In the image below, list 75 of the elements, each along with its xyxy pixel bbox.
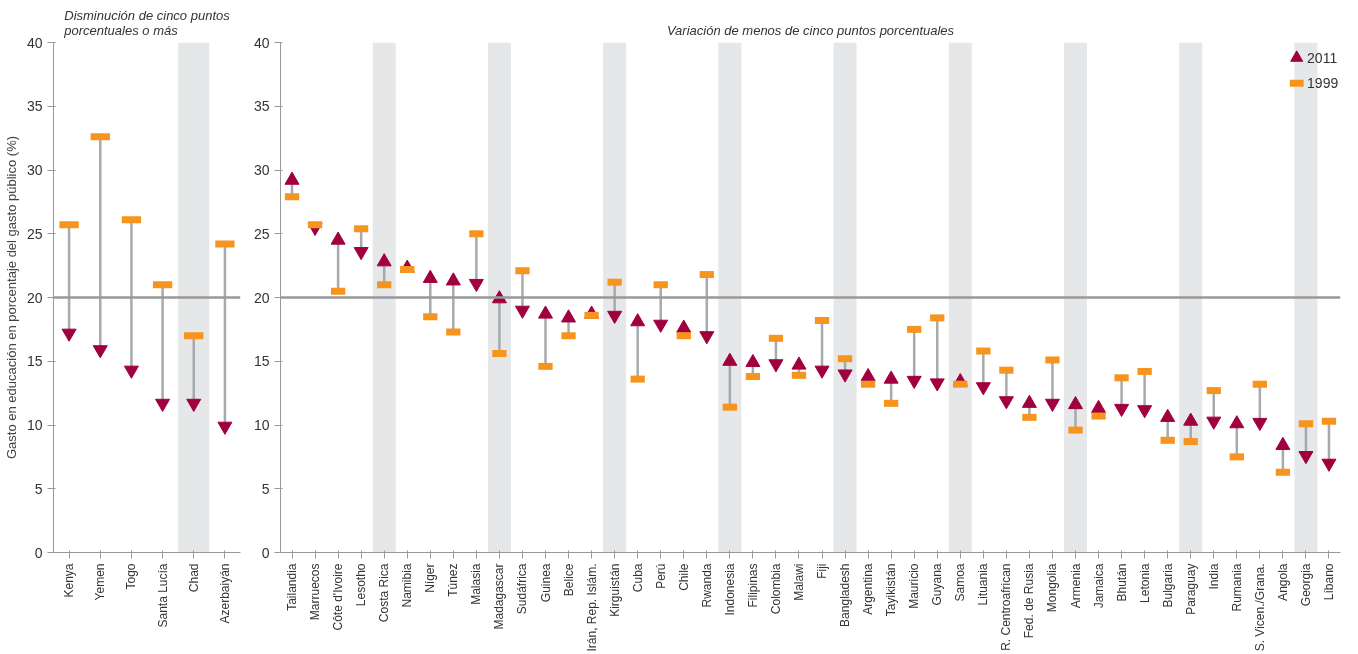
y-tick-label: 15 <box>253 353 270 370</box>
y-tick-label: 30 <box>26 162 43 178</box>
x-tick-label: Paraguay <box>1183 563 1198 615</box>
legend-label: 2011 <box>1307 49 1338 66</box>
x-tick-label: Filipinas <box>745 563 760 608</box>
x-tick-label: Guinea <box>538 563 553 603</box>
x-tick-label: Rwanda <box>699 563 714 608</box>
x-tick-label: Mongolia <box>1045 563 1060 613</box>
x-tick-label: Sudáfrica <box>515 563 530 615</box>
x-tick-label: Belice <box>561 563 576 597</box>
x-tick-label: Fiji <box>815 563 830 579</box>
chart-title: Disminución de cinco puntos porcentuales o más <box>63 7 231 38</box>
y-tick-label: 20 <box>253 289 270 306</box>
x-tick-label: India <box>1206 563 1221 590</box>
x-tick-label: Tayikistán <box>884 563 899 617</box>
x-tick-label: Costa Rica <box>377 563 392 623</box>
y-tick-label: 25 <box>253 225 270 242</box>
y-tick-label: 5 <box>261 480 270 497</box>
x-tick-label: Bhután <box>1114 563 1129 602</box>
x-tick-label: Líbano <box>1321 563 1336 601</box>
x-tick-label: Mauricio <box>907 563 922 609</box>
x-tick-label: Samoa <box>953 563 968 602</box>
x-tick-label: Malasia <box>469 563 484 605</box>
legend-label: 1999 <box>1307 75 1339 92</box>
x-tick-label: Rumania <box>1229 563 1244 612</box>
y-axis-title: Gasto en educación en porcentaje del gasto público (%) <box>3 135 19 460</box>
y-tick-label: 40 <box>26 34 43 51</box>
x-tick-label: Malawi <box>791 563 806 601</box>
x-tick-label: Fed. de Rusia <box>1022 563 1037 639</box>
x-tick-label: Angola <box>1275 563 1290 601</box>
x-tick-label: Lesotho <box>354 563 369 607</box>
x-tick-label: Cuba <box>630 563 645 593</box>
y-tick-label: 20 <box>26 289 43 306</box>
y-tick-label: 30 <box>253 162 270 178</box>
x-tick-label: Jamaica <box>1091 563 1106 609</box>
x-tick-label: Armenia <box>1068 563 1083 609</box>
y-tick-label: 40 <box>253 34 270 51</box>
x-tick-label: Lituania <box>976 563 991 606</box>
x-tick-label: Marruecos <box>308 563 323 621</box>
y-tick-label: 25 <box>26 225 43 242</box>
x-tick-label: Namibia <box>400 563 415 608</box>
x-tick-label: Togo <box>124 563 139 590</box>
x-tick-label: Irán, Rep. Islám. <box>584 563 599 652</box>
x-tick-label: S. Vicen./Grana. <box>1252 563 1267 652</box>
x-tick-label: Georgia <box>1298 563 1313 607</box>
y-tick-label: 10 <box>26 417 43 433</box>
x-tick-label: R. Centroafrican <box>999 563 1014 651</box>
y-tick-label: 0 <box>261 544 270 561</box>
x-tick-label: Guyana <box>930 563 945 606</box>
x-tick-label: Yemen <box>93 563 108 601</box>
y-tick-label: 5 <box>34 480 43 497</box>
y-tick-label: 35 <box>253 98 270 115</box>
chart-title: Variación de menos de cinco puntos porcentuales <box>666 22 955 38</box>
x-tick-label: Argentina <box>861 563 876 615</box>
x-tick-label: Chile <box>676 563 691 591</box>
x-tick-label: Kenya <box>62 563 77 598</box>
x-tick-label: Côte d'Ivoire <box>331 563 346 631</box>
x-tick-label: Letonia <box>1137 563 1152 603</box>
y-tick-label: 10 <box>253 417 270 433</box>
x-tick-label: Colombia <box>768 563 783 615</box>
y-tick-label: 0 <box>34 544 43 561</box>
x-tick-label: Chad <box>186 563 201 593</box>
x-tick-label: Bangladesh <box>838 563 853 627</box>
y-tick-label: 35 <box>26 98 43 115</box>
x-tick-label: Bulgaria <box>1160 563 1175 608</box>
x-tick-label: Madagascar <box>492 563 507 630</box>
x-tick-label: Indonesia <box>722 563 737 616</box>
x-tick-label: Kirguistán <box>607 563 622 617</box>
x-tick-label: Santa Lucía <box>155 563 170 628</box>
x-tick-label: Tailandia <box>285 563 300 611</box>
x-tick-label: Perú <box>653 563 668 589</box>
x-tick-label: Níger <box>423 563 438 593</box>
y-tick-label: 15 <box>26 353 43 370</box>
x-tick-label: Túnez <box>446 563 461 597</box>
x-tick-label: Azerbaiyán <box>217 563 232 624</box>
